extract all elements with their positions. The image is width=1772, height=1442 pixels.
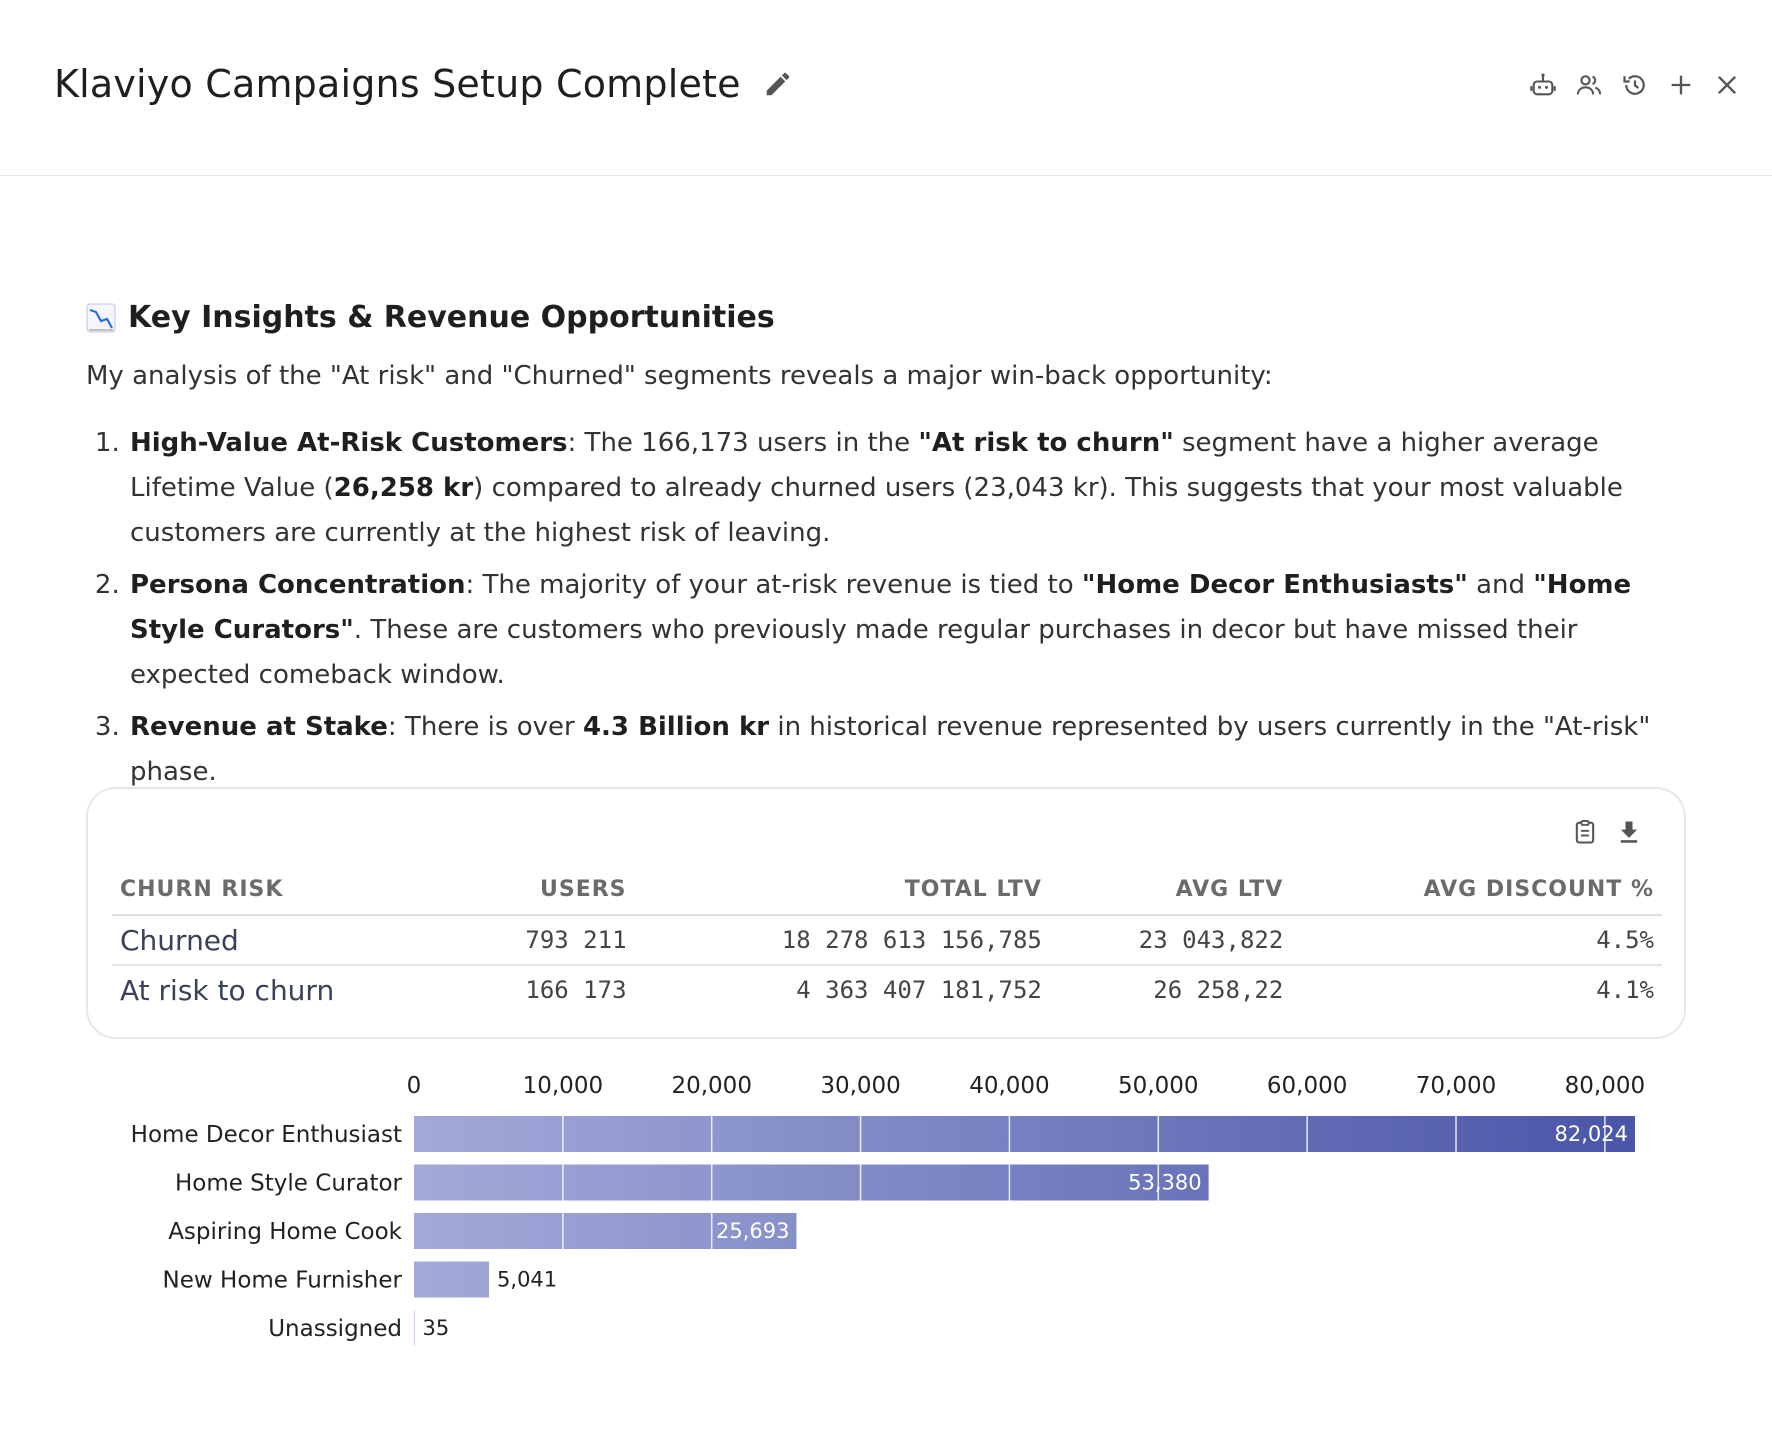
x-tick-label: 50,000	[1118, 1073, 1198, 1099]
data-label: 25,693	[716, 1219, 789, 1243]
x-tick-label: 70,000	[1416, 1073, 1496, 1099]
bar	[414, 1164, 1209, 1201]
list-item: Persona Concentration: The majority of y…	[128, 563, 1686, 698]
add-icon[interactable]	[1666, 70, 1696, 100]
table-cell: 793 211	[458, 915, 635, 966]
category-label: Unassigned	[268, 1316, 402, 1342]
bar	[414, 1213, 797, 1249]
data-label: 82,024	[1555, 1122, 1628, 1146]
history-icon[interactable]	[1620, 70, 1650, 100]
x-tick-label: 10,000	[523, 1073, 603, 1099]
category-label: Aspiring Home Cook	[168, 1219, 402, 1245]
table-cell: 26 258,22	[1153, 976, 1284, 1004]
intro-text: My analysis of the "At risk" and "Churne…	[86, 361, 1273, 391]
panel-header: Klaviyo Campaigns Setup Complete	[0, 0, 1772, 176]
table-cell: 166 173	[525, 976, 627, 1004]
column-header[interactable]: AVG DISCOUNT %	[1291, 874, 1662, 916]
bar	[414, 1261, 490, 1298]
column-header[interactable]: CHURN RISK	[112, 874, 459, 916]
x-tick-label: 0	[407, 1073, 422, 1099]
title-area: Klaviyo Campaigns Setup Complete	[54, 62, 793, 106]
section-heading: Key Insights & Revenue Opportunities	[86, 300, 1686, 335]
category-label: Home Decor Enthusiast	[131, 1122, 402, 1148]
data-label: 35	[423, 1316, 450, 1340]
table-cell: 4 363 407 181,752	[796, 976, 1042, 1004]
robot-icon[interactable]	[1528, 70, 1558, 100]
column-header[interactable]: AVG LTV	[1049, 874, 1292, 916]
users-icon[interactable]	[1574, 70, 1604, 100]
x-tick-label: 30,000	[820, 1073, 900, 1099]
x-tick-label: 80,000	[1565, 1073, 1645, 1099]
x-tick-label: 40,000	[969, 1073, 1049, 1099]
data-label: 5,041	[497, 1268, 557, 1292]
table-row: Churned 793 211 18 278 613 156,785 23 04…	[112, 915, 1662, 966]
close-icon[interactable]	[1712, 70, 1742, 100]
x-tick-label: 20,000	[671, 1073, 751, 1099]
x-tick-label: 60,000	[1267, 1073, 1347, 1099]
page-title: Klaviyo Campaigns Setup Complete	[54, 62, 741, 106]
table-cell: 4.5%	[1291, 915, 1662, 966]
bar	[414, 1116, 1635, 1152]
bar-chart-svg: 0 10,000 20,000 30,000 40,000 50,000 60,000 70,…	[131, 1073, 1645, 1359]
bar	[414, 1310, 415, 1346]
table-cell: 23 043,822	[1049, 915, 1292, 966]
insights-list: High-Value At-Risk Customers: The 166,17…	[86, 421, 1686, 795]
download-icon[interactable]	[1614, 817, 1644, 847]
data-label: 53,380	[1128, 1171, 1201, 1195]
table-cell: At risk to churn	[120, 973, 335, 1007]
column-header[interactable]: TOTAL LTV	[634, 874, 1050, 916]
copy-clipboard-icon[interactable]	[1570, 817, 1600, 847]
table-cell: 18 278 613 156,785	[634, 915, 1050, 966]
column-header[interactable]: USERS	[458, 874, 635, 916]
list-item: High-Value At-Risk Customers: The 166,17…	[128, 421, 1686, 556]
header-actions	[1528, 70, 1742, 100]
insights-content: Key Insights & Revenue Opportunities My …	[86, 300, 1686, 802]
table-header-row: CHURN RISK USERS TOTAL LTV AVG LTV AVG D…	[112, 874, 1662, 916]
churn-table-card: CHURN RISK USERS TOTAL LTV AVG LTV AVG D…	[86, 787, 1686, 1039]
table-row: At risk to churn 166 173 4 363 407 181,7…	[112, 965, 1662, 1014]
section-title: Key Insights & Revenue Opportunities	[128, 300, 775, 335]
persona-bar-chart: 0 10,000 20,000 30,000 40,000 50,000 60,000 70,…	[0, 1060, 1772, 1360]
table-actions	[1570, 817, 1644, 847]
category-label: Home Style Curator	[175, 1171, 403, 1197]
churn-table: CHURN RISK USERS TOTAL LTV AVG LTV AVG D…	[112, 874, 1662, 1014]
table-cell: 4.1%	[1596, 976, 1654, 1004]
list-item: Revenue at Stake: There is over 4.3 Bill…	[128, 705, 1686, 795]
chart-decreasing-icon	[86, 302, 116, 333]
table-cell: Churned	[112, 915, 459, 966]
edit-icon[interactable]	[763, 69, 793, 99]
category-label: New Home Furnisher	[163, 1268, 403, 1294]
